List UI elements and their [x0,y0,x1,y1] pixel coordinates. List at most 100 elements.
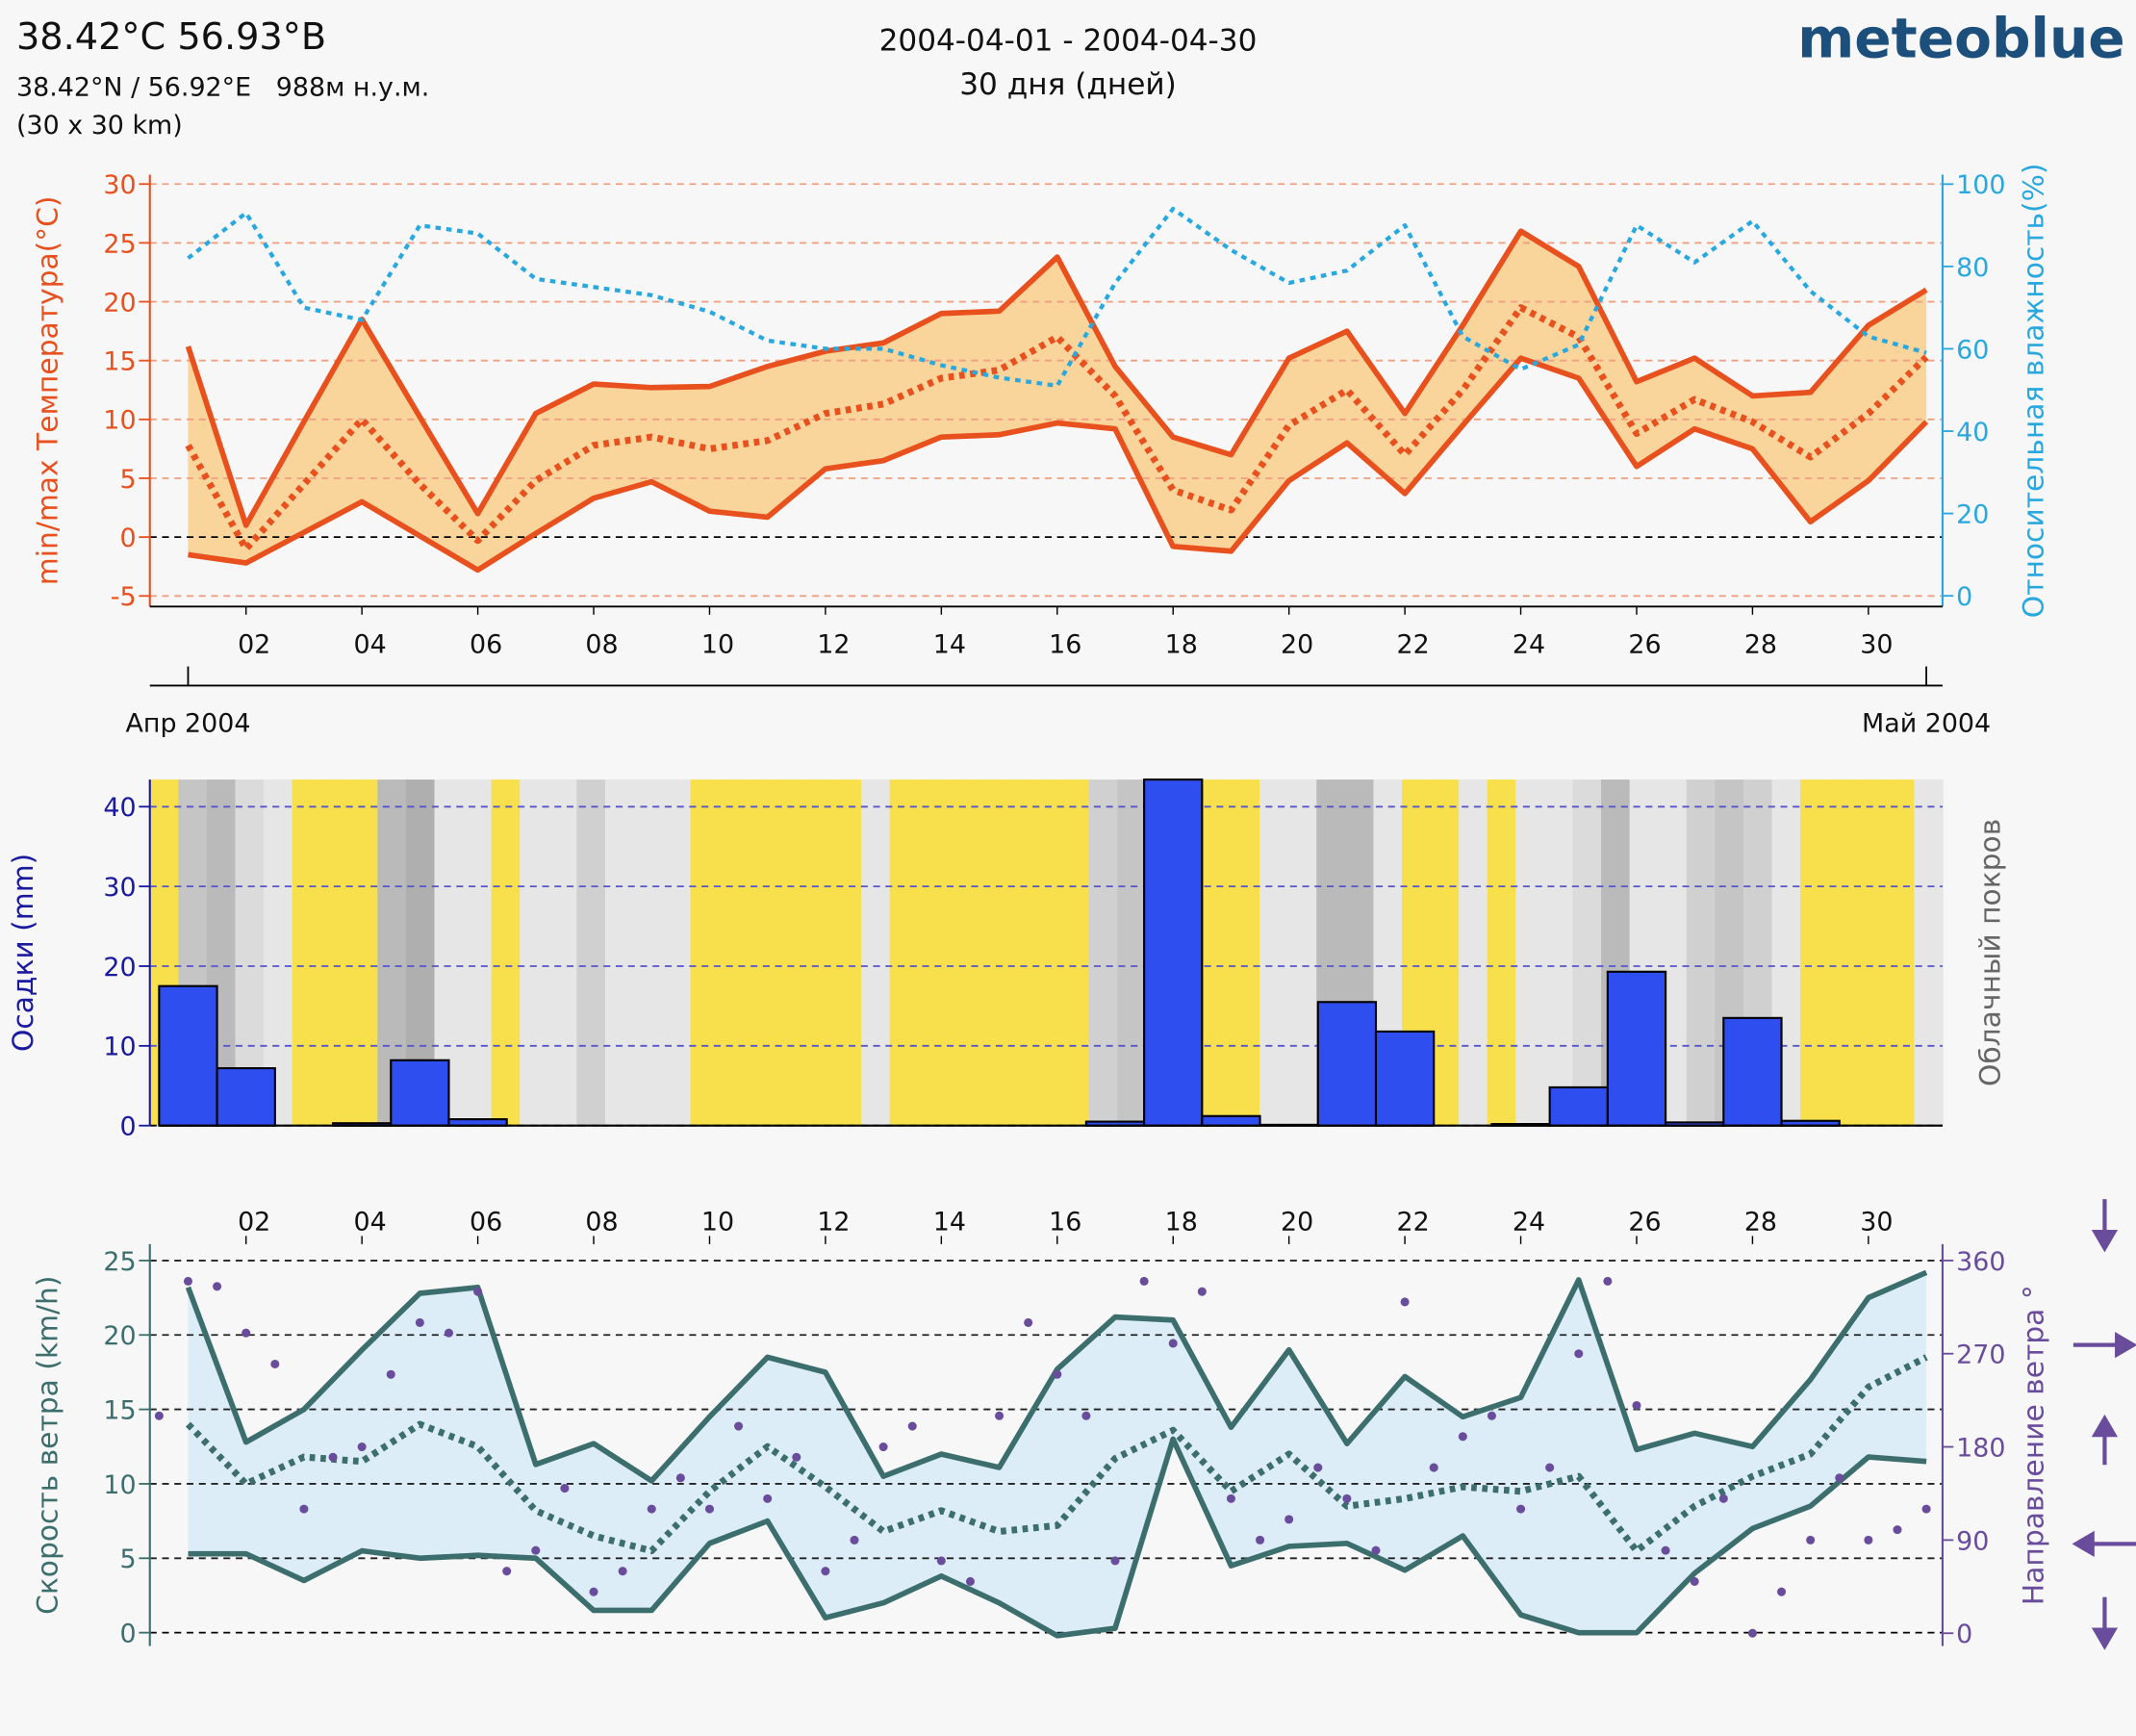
direction-dot [1226,1493,1235,1503]
x-tick-label: 22 [1396,629,1429,659]
x-tick-label: 04 [354,1208,387,1238]
direction-dot [850,1535,859,1545]
cloud-cover [320,779,350,1126]
x-tick-label: 12 [817,1208,850,1238]
period: 2004-04-01 - 2004-04-30 [879,24,1258,59]
cloud-cover [491,779,521,1126]
cloud-cover [1487,779,1517,1126]
direction-dot [270,1359,280,1369]
y2-tick-label: 100 [1956,170,2005,200]
direction-dot [647,1504,656,1514]
bar [1201,1114,1261,1127]
direction-dot [386,1369,395,1379]
direction-dot [1921,1504,1931,1514]
direction-dot [618,1567,627,1576]
direction-dot [1777,1587,1787,1596]
direction-dot [1110,1556,1120,1566]
direction-dot [1632,1400,1641,1411]
y-tick-label: 20 [103,1321,136,1351]
direction-dot [1545,1463,1555,1472]
x-tick-label: 30 [1860,1208,1893,1238]
direction-dot [965,1576,975,1586]
y2-tick-label: 60 [1956,335,1989,365]
cloud-cover [1885,779,1916,1126]
wind-direction-legend [2072,1199,2136,1650]
direction-dot [299,1504,309,1514]
x-tick-label: 16 [1049,1208,1081,1238]
cloud-cover [633,779,663,1126]
direction-dot [1256,1535,1265,1545]
y-tick-label: -5 [111,582,137,612]
month-label: Май 2004 [1862,709,1991,739]
direction-dot [589,1587,598,1596]
y-tick-label: 20 [103,288,136,318]
direction-dot [502,1567,512,1576]
direction-dot [1024,1317,1033,1327]
cloud-cover [520,779,549,1126]
cloud-cover [292,779,321,1126]
cloud-cover [719,779,749,1126]
y-tick-label: 10 [103,406,136,436]
direction-dot [1661,1545,1670,1555]
direction-dot [444,1328,454,1338]
bar [1374,1030,1436,1127]
cloud-cover [1031,779,1061,1126]
cloud-cover [832,779,862,1126]
cloud-cover [604,779,635,1126]
x-tick-label: 28 [1744,1208,1777,1238]
cloud-cover [690,779,720,1126]
y-tick-label: 10 [103,1033,136,1062]
cloud-cover [889,779,919,1126]
x-tick-label: 18 [1165,629,1198,659]
direction-dot [473,1287,483,1296]
cloud-cover [1003,779,1033,1126]
y-tick-label: 15 [103,347,136,377]
y2-tick-label: 80 [1956,253,1989,283]
location-title: 38.42°C 56.93°В [16,16,326,59]
direction-dot [1429,1463,1438,1472]
direction-dot [1168,1339,1178,1348]
cloud-cover [1543,779,1574,1126]
direction-dot [763,1493,773,1503]
cloud-cover [1203,779,1233,1126]
y-tick-label: 25 [103,1247,136,1277]
x-tick-label: 18 [1165,1208,1198,1238]
y2-tick-label: 180 [1956,1433,2005,1463]
cloud-cover [803,779,834,1126]
direction-dot [154,1411,164,1420]
cloud-cover [946,779,977,1126]
x-tick-label: 10 [701,629,734,659]
x-tick-label: 24 [1513,629,1545,659]
cloud-cover [1231,779,1260,1126]
bar [1548,1085,1609,1127]
y-tick-label: 5 [119,465,136,495]
cloud-cover [1914,779,1944,1126]
y-tick-label: 5 [119,1545,136,1574]
cloud-cover [1459,779,1488,1126]
x-tick-label: 08 [585,1208,618,1238]
y2-tick-label: 360 [1956,1247,2005,1277]
x-tick-label: 02 [238,1208,270,1238]
direction-dot [821,1567,830,1576]
x-tick-label: 24 [1513,1208,1545,1238]
direction-dot [1806,1535,1816,1545]
y-tick-label: 40 [103,793,136,823]
bar [1143,779,1204,1127]
cloud-cover [1259,779,1289,1126]
x-tick-label: 08 [585,629,618,659]
y-tick-label: 0 [119,1112,136,1142]
direction-dot [1139,1276,1149,1286]
x-tick-label: 06 [470,1208,502,1238]
y-tick-label: 25 [103,229,136,259]
days: 30 дня (дней) [959,67,1177,102]
direction-dot [1371,1545,1381,1555]
direction-dot [415,1317,424,1327]
direction-dot [1284,1515,1294,1524]
bar [390,1059,450,1127]
direction-dot [704,1504,714,1514]
x-tick-label: 04 [354,629,387,659]
x-tick-label: 28 [1744,629,1777,659]
y-tick-label: 10 [103,1470,136,1500]
direction-dot [1400,1297,1410,1307]
x-tick-label: 16 [1049,629,1081,659]
